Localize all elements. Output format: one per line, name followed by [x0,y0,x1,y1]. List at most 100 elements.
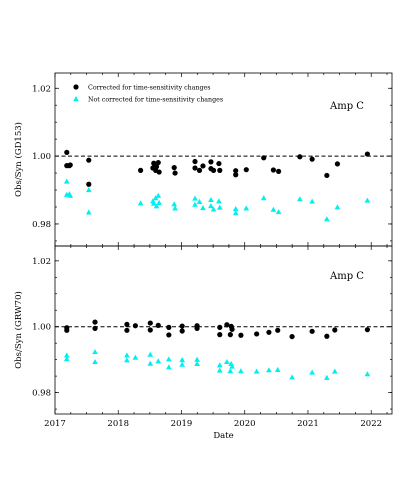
data-point [309,198,315,204]
data-point [216,160,222,167]
data-point [227,332,233,338]
data-point [332,327,338,333]
data-point [194,325,200,331]
data-point [85,209,92,215]
data-point [137,200,144,206]
x-tick-label: 2019 [171,419,193,429]
data-point [147,360,154,366]
data-point [309,369,315,375]
y-tick-label: 1.00 [32,152,51,162]
data-point [217,332,223,338]
data-point [92,319,98,325]
data-point [196,198,203,205]
data-point [296,196,303,202]
data-point [217,167,223,173]
data-point [334,204,341,210]
data-point [166,324,172,330]
data-point [155,159,161,166]
data-point [172,170,178,176]
data-point [63,352,70,358]
data-point [155,322,161,328]
data-point [243,205,250,211]
y-tick-label: 1.02 [32,257,51,267]
series-not-corrected [63,349,371,380]
data-point [171,165,177,171]
series-corrected [64,149,370,187]
data-point [364,151,370,157]
data-point [324,374,330,380]
y-tick-label: 0.98 [32,220,51,230]
data-point [147,327,153,333]
data-point [171,201,178,207]
data-point [364,327,370,333]
data-point [192,201,198,207]
legend-label: Not corrected for time-sensitivity chang… [88,97,223,104]
data-point [232,206,239,212]
data-point [179,323,185,329]
data-point [179,361,186,367]
data-point [200,163,206,169]
data-point [165,364,172,370]
data-point [227,368,234,374]
y-axis-label: Obs/Syn (GRW70) [13,291,24,369]
data-point [155,358,162,364]
data-point [92,358,98,365]
data-point [63,355,70,362]
data-point [86,157,92,163]
x-tick-label: 2018 [107,419,129,429]
data-point [85,187,92,193]
y-axis-label: Obs/Syn (GD153) [13,122,24,197]
data-point [289,374,295,380]
data-point [196,167,203,173]
data-point [124,327,130,333]
data-point [179,356,186,363]
data-point [64,149,70,155]
y-tick-label: 1.00 [32,323,51,333]
amp-annotation: Amp C [329,271,364,282]
data-point [270,206,277,212]
data-point [155,192,162,198]
series-corrected [64,319,370,340]
data-point [147,351,154,357]
data-point [137,167,144,173]
data-point [156,169,162,175]
data-point [309,156,315,162]
data-point [153,164,160,170]
data-point [147,320,153,326]
data-point [210,167,217,173]
data-point [165,356,172,362]
data-point [208,159,214,165]
data-point [253,368,260,374]
data-point [67,162,73,168]
data-point [210,206,217,212]
y-tick-label: 0.98 [32,389,51,399]
series-not-corrected [63,178,371,222]
amp-annotation: Amp C [329,101,364,112]
data-point [364,197,371,203]
data-point [309,328,315,334]
data-point [266,329,272,335]
data-point [67,192,74,198]
data-point [274,366,281,372]
data-point [243,167,249,173]
data-point [166,332,172,338]
data-point [124,321,130,327]
data-point [254,331,260,337]
bottom-panel: 0.98 1.00 1.02 2017 2018 2019 2020 2021 2022 Amp … [13,245,393,441]
data-point [132,354,139,360]
data-point [194,356,200,362]
x-tick-label: 2020 [234,419,256,429]
x-tick-label: 2021 [297,419,319,429]
data-point [156,199,162,206]
data-point [192,158,198,165]
plot-frame [54,245,393,415]
data-point [172,205,178,211]
data-point [334,161,341,167]
data-point [92,325,98,331]
data-point [238,368,244,374]
x-tick-label: 2022 [360,419,382,429]
data-point [261,155,267,161]
data-point [216,367,223,373]
data-point [275,168,282,174]
